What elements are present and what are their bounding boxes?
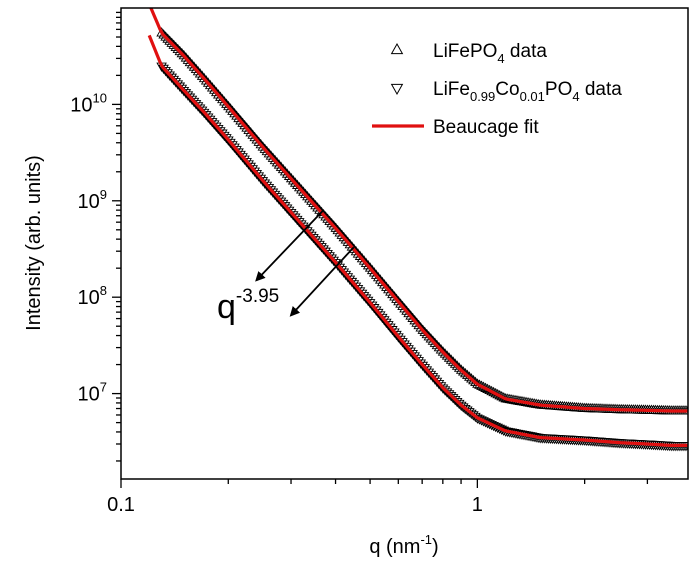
legend-label: Beaucage fit xyxy=(433,117,539,138)
y-tick-label: 107 xyxy=(78,380,107,406)
plot-area xyxy=(120,7,689,480)
legend-marker-down xyxy=(390,83,404,96)
series-2 xyxy=(156,62,688,452)
y-tick-label: 1010 xyxy=(70,90,107,116)
slope-arrow xyxy=(255,209,325,282)
y-axis-ticks: 107 108 109 1010 xyxy=(70,11,121,462)
legend: LiFePO4 data LiFe0.99Co0.01PO4 data Beauca… xyxy=(372,41,622,138)
fit-line-1 xyxy=(149,8,688,413)
legend-label: LiFe0.99Co0.01PO4 data xyxy=(433,79,622,104)
slope-annotation: q-3.95 xyxy=(217,286,279,326)
legend-marker-up xyxy=(390,42,404,55)
slope-arrow xyxy=(289,246,355,317)
y-tick-label: 109 xyxy=(78,187,107,213)
x-tick-label: 1 xyxy=(472,494,483,516)
x-axis-ticks: 0.1 1 xyxy=(107,479,649,516)
plot-frame xyxy=(120,7,689,480)
y-tick-label: 108 xyxy=(78,283,107,309)
x-axis-label: q (nm-1) xyxy=(369,532,438,558)
data-point xyxy=(156,27,167,37)
fit-line-2 xyxy=(147,34,688,447)
x-tick-label: 0.1 xyxy=(107,494,135,516)
annotation-arrows xyxy=(255,209,355,317)
legend-label: LiFePO4 data xyxy=(433,41,547,66)
data-layer xyxy=(147,8,688,452)
y-axis-label: Intensity (arb. units) xyxy=(23,155,45,331)
